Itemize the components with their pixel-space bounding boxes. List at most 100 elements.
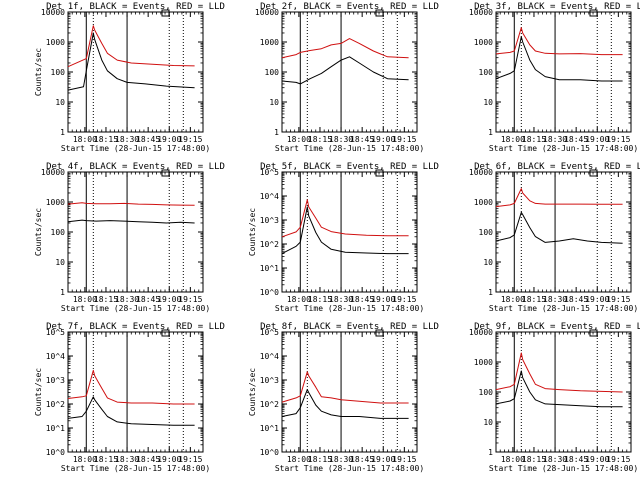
- y-tick-label: 10: [483, 258, 493, 267]
- y-axis-label: Counts/sec: [34, 48, 43, 96]
- y-tick-label: 10^2: [46, 400, 65, 409]
- chart-title: Det 3f, BLACK = Events, RED = LLD: [474, 2, 640, 12]
- series-line-events: [495, 211, 623, 244]
- chart-title: Det 6f, BLACK = Events, RED = LLD: [474, 162, 640, 172]
- plot-frame: [281, 331, 418, 453]
- series-line-lld: [495, 188, 623, 208]
- x-tick-label: 19:15: [606, 455, 630, 464]
- x-tick-label: 19:15: [178, 135, 202, 144]
- y-tick-label: 10: [55, 98, 65, 107]
- y-tick-label: 10^0: [46, 448, 65, 457]
- y-tick-label: 1000: [474, 358, 493, 367]
- x-tick-label: 19:15: [178, 455, 202, 464]
- plot-frame: [67, 331, 204, 453]
- x-tick-label: 18:00: [501, 455, 525, 464]
- series-line-lld: [67, 202, 195, 206]
- x-tick-label: 18:30: [543, 295, 567, 304]
- y-tick-label: 10^5: [260, 168, 279, 177]
- x-tick-label: 18:00: [287, 135, 311, 144]
- y-tick-label: 10^1: [46, 424, 65, 433]
- x-tick-label: 18:30: [115, 295, 139, 304]
- y-tick-label: 10^0: [260, 288, 279, 297]
- y-tick-label: 10^4: [260, 352, 279, 361]
- x-tick-label: 18:15: [308, 295, 332, 304]
- series-line-events: [67, 32, 195, 91]
- y-tick-label: 10: [269, 98, 279, 107]
- y-tick-label: 1: [60, 288, 65, 297]
- x-tick-label: 18:45: [136, 295, 160, 304]
- x-tick-label: 18:30: [329, 135, 353, 144]
- plot-frame: [281, 11, 418, 133]
- x-tick-label: 18:15: [522, 135, 546, 144]
- x-tick-label: 18:15: [308, 455, 332, 464]
- x-tick-label: 18:15: [94, 135, 118, 144]
- x-tick-label: 19:15: [606, 295, 630, 304]
- series-line-lld: [495, 27, 623, 56]
- x-axis-label: Start Time (28-Jun-15 17:48:00): [61, 304, 210, 313]
- x-tick-label: 18:15: [308, 135, 332, 144]
- y-tick-label: 10^0: [260, 448, 279, 457]
- x-tick-label: 19:00: [157, 135, 181, 144]
- x-tick-label: 18:30: [329, 295, 353, 304]
- x-tick-label: 18:15: [522, 295, 546, 304]
- x-tick-label: 18:15: [94, 295, 118, 304]
- series-line-lld: [67, 25, 195, 68]
- x-tick-label: 19:00: [585, 455, 609, 464]
- x-tick-label: 18:30: [115, 135, 139, 144]
- series-line-events: [67, 219, 195, 224]
- x-tick-label: 19:15: [392, 135, 416, 144]
- chart-title: Det 9f, BLACK = Events, RED = LLD: [474, 322, 640, 332]
- y-tick-label: 1000: [260, 38, 279, 47]
- y-tick-label: 100: [51, 228, 66, 237]
- plot-frame: [495, 171, 632, 293]
- y-tick-label: 100: [265, 68, 280, 77]
- x-tick-label: 19:00: [371, 295, 395, 304]
- x-tick-label: 18:45: [350, 135, 374, 144]
- y-tick-label: 10^4: [46, 352, 65, 361]
- x-tick-label: 18:45: [136, 455, 160, 464]
- x-tick-label: 19:15: [178, 295, 202, 304]
- chart-title: Det 5f, BLACK = Events, RED = LLD: [260, 162, 439, 172]
- x-tick-label: 18:00: [73, 455, 97, 464]
- chart-title: Det 4f, BLACK = Events, RED = LLD: [46, 162, 225, 172]
- y-axis-label: Counts/sec: [34, 208, 43, 256]
- x-tick-label: 18:15: [522, 455, 546, 464]
- y-tick-label: 100: [479, 388, 494, 397]
- x-tick-label: 18:45: [350, 455, 374, 464]
- y-tick-label: 1000: [474, 38, 493, 47]
- x-axis-label: Start Time (28-Jun-15 17:48:00): [275, 304, 424, 313]
- chart-title: Det 7f, BLACK = Events, RED = LLD: [46, 322, 225, 332]
- series-line-events: [67, 396, 195, 426]
- series-line-lld: [495, 352, 623, 393]
- y-tick-label: 100: [479, 228, 494, 237]
- y-axis-label: Counts/sec: [248, 208, 257, 256]
- x-tick-label: 18:00: [287, 295, 311, 304]
- chart-title: Det 1f, BLACK = Events, RED = LLD: [46, 2, 225, 12]
- y-tick-label: 1: [488, 288, 493, 297]
- y-tick-label: 10000: [41, 8, 65, 17]
- x-axis-label: Start Time (28-Jun-15 17:48:00): [489, 144, 638, 153]
- x-tick-label: 19:15: [606, 135, 630, 144]
- series-line-events: [495, 370, 623, 408]
- x-tick-label: 18:15: [94, 455, 118, 464]
- chart-title: Det 8f, BLACK = Events, RED = LLD: [260, 322, 439, 332]
- x-tick-label: 18:45: [564, 135, 588, 144]
- y-tick-label: 1: [60, 128, 65, 137]
- x-tick-label: 18:00: [73, 135, 97, 144]
- x-tick-label: 18:30: [329, 455, 353, 464]
- y-tick-label: 10000: [41, 168, 65, 177]
- series-line-events: [281, 56, 409, 85]
- y-tick-label: 10^3: [260, 216, 279, 225]
- y-tick-label: 1: [488, 128, 493, 137]
- x-tick-label: 18:00: [73, 295, 97, 304]
- series-line-lld: [281, 199, 409, 238]
- y-tick-label: 10^1: [260, 264, 279, 273]
- x-tick-label: 19:15: [392, 455, 416, 464]
- y-tick-label: 10^1: [260, 424, 279, 433]
- x-tick-label: 18:00: [501, 295, 525, 304]
- y-tick-label: 10^5: [260, 328, 279, 337]
- x-tick-label: 18:45: [350, 295, 374, 304]
- y-tick-label: 1: [274, 128, 279, 137]
- x-tick-label: 18:30: [543, 135, 567, 144]
